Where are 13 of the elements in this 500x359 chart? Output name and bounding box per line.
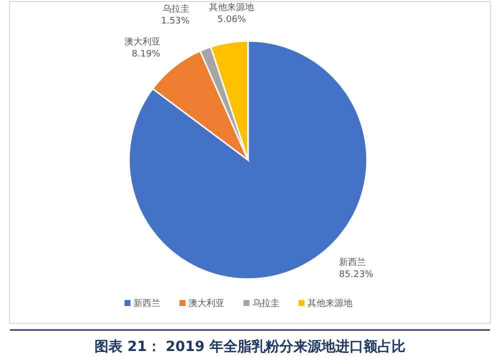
legend-label: 乌拉圭 [252,298,280,309]
data-label: 8.19% [132,50,161,60]
data-label: 5.06% [217,14,246,25]
legend-label: 其他来源地 [308,298,352,309]
slice-label: 新西兰 [339,256,366,268]
slice-label: 乌拉圭 [162,3,190,14]
legend-label: 澳大利亚 [188,298,224,309]
data-label: 1.53% [160,16,190,26]
text: 图表 21： 2019 年全脂乳粉分来源地进口额占比 [94,338,406,355]
legend-label: 新西兰 [134,298,160,309]
slice-label: 澳大利亚 [124,36,160,48]
slice-label: 其他来源地 [209,2,254,13]
data-label: 85.23% [339,270,374,280]
